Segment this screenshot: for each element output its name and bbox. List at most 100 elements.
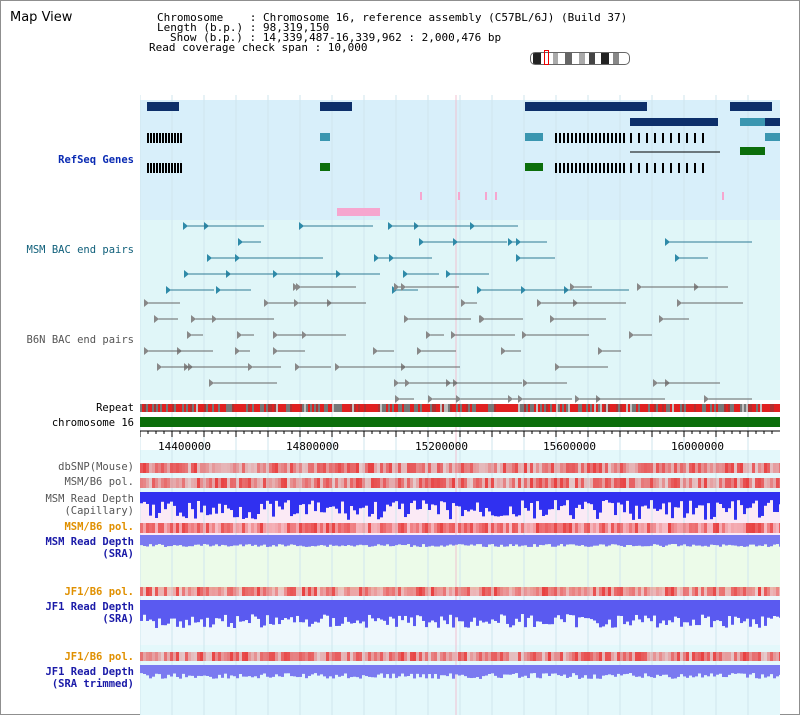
- pol-bin: [740, 587, 743, 596]
- genome-track-canvas[interactable]: [140, 95, 780, 715]
- depth-bin: [407, 492, 410, 515]
- exon-mark: [162, 133, 164, 143]
- pol-bin: [722, 478, 725, 488]
- repeat-segment: [456, 404, 458, 412]
- depth-bin: [473, 665, 476, 678]
- repeat-segment: [410, 404, 412, 412]
- depth-bin: [191, 600, 194, 617]
- label-b6n-bac[interactable]: B6N BAC end pairs: [26, 334, 134, 346]
- pol-bin: [518, 523, 521, 533]
- depth-bin: [182, 600, 185, 628]
- depth-bin: [467, 492, 470, 512]
- pol-bin: [620, 587, 623, 596]
- depth-bin: [314, 535, 317, 547]
- b6n-end: [144, 347, 149, 355]
- label-repeat[interactable]: Repeat: [96, 402, 134, 414]
- pol-bin: [149, 652, 152, 661]
- pol-bin: [704, 587, 707, 596]
- depth-bin: [329, 600, 332, 627]
- depth-bin: [545, 492, 548, 515]
- depth-bin: [587, 665, 590, 679]
- depth-bin: [659, 665, 662, 677]
- pol-bin: [704, 652, 707, 661]
- label-jf1-depth-sra[interactable]: JF1 Read Depth: [45, 601, 134, 613]
- pol-bin: [344, 587, 347, 596]
- pol-bin: [611, 652, 614, 661]
- depth-bin: [374, 492, 377, 502]
- depth-bin: [239, 600, 242, 622]
- pol-bin: [266, 587, 269, 596]
- repeat-segment: [464, 404, 466, 412]
- depth-bin: [599, 665, 602, 679]
- label-refseq-genes[interactable]: RefSeq Genes: [58, 154, 134, 166]
- depth-bin: [692, 600, 695, 620]
- label-msm-b6-pol-2[interactable]: MSM/B6 pol.: [64, 521, 134, 533]
- repeat-segment: [674, 404, 676, 412]
- label-jf1-b6-pol-1[interactable]: JF1/B6 pol.: [64, 586, 134, 598]
- repeat-segment: [564, 404, 566, 412]
- pol-bin: [713, 652, 716, 661]
- label-msm-depth-capillary[interactable]: MSM Read Depth: [45, 493, 134, 505]
- pol-bin: [596, 463, 599, 473]
- pol-bin: [524, 652, 527, 661]
- depth-bin: [425, 665, 428, 679]
- label-jf1-depth-trimmed[interactable]: JF1 Read Depth: [45, 666, 134, 678]
- repeat-segment: [446, 404, 448, 412]
- pol-bin: [344, 463, 347, 473]
- exon-mark: [171, 163, 173, 173]
- depth-bin: [722, 535, 725, 545]
- depth-bin: [359, 535, 362, 545]
- pol-bin: [644, 587, 647, 596]
- repeat-segment: [352, 404, 354, 412]
- pol-bin: [596, 652, 599, 661]
- depth-bin: [326, 535, 329, 547]
- label-dbsnp[interactable]: dbSNP(Mouse): [58, 461, 134, 473]
- depth-bin: [167, 665, 170, 675]
- depth-bin: [311, 600, 314, 624]
- depth-bin: [293, 492, 296, 515]
- depth-bin: [296, 492, 299, 514]
- read-coverage-info: Read coverage check span : 10,000: [149, 41, 368, 54]
- depth-bin: [386, 665, 389, 675]
- label-msm-bac[interactable]: MSM BAC end pairs: [26, 244, 134, 256]
- pol-bin: [563, 463, 566, 473]
- depth-bin: [416, 535, 419, 547]
- pol-bin: [602, 478, 605, 488]
- depth-bin: [377, 600, 380, 619]
- repeat-segment: [288, 404, 290, 412]
- depth-bin: [155, 492, 158, 518]
- pol-bin: [680, 587, 683, 596]
- pol-bin: [335, 652, 338, 661]
- repeat-segment: [294, 404, 296, 412]
- bac-end: [389, 254, 394, 262]
- depth-bin: [560, 492, 563, 507]
- depth-bin: [464, 535, 467, 546]
- pol-bin: [593, 478, 596, 488]
- depth-bin: [206, 535, 209, 545]
- depth-bin: [401, 665, 404, 674]
- pol-bin: [749, 587, 752, 596]
- depth-bin: [530, 535, 533, 547]
- exon-mark: [603, 133, 605, 143]
- pol-bin: [365, 523, 368, 533]
- depth-bin: [197, 492, 200, 502]
- depth-bin: [623, 535, 626, 547]
- pol-bin: [140, 587, 143, 596]
- exon-mark: [147, 133, 149, 143]
- repeat-segment: [276, 404, 278, 412]
- label-msm-depth-sra[interactable]: MSM Read Depth: [45, 536, 134, 548]
- pol-bin: [275, 523, 278, 533]
- depth-bin: [590, 600, 593, 620]
- depth-bin: [245, 665, 248, 677]
- pol-bin: [176, 523, 179, 533]
- label-msm-b6-pol-1[interactable]: MSM/B6 pol.: [64, 476, 134, 488]
- exon-mark: [595, 163, 597, 173]
- label-jf1-b6-pol-2[interactable]: JF1/B6 pol.: [64, 651, 134, 663]
- depth-bin: [185, 492, 188, 519]
- depth-bin: [188, 535, 191, 547]
- pol-bin: [296, 587, 299, 596]
- chromosome-ideogram[interactable]: [530, 52, 630, 65]
- pol-bin: [266, 652, 269, 661]
- ideogram-position-marker[interactable]: [544, 50, 549, 65]
- pol-bin: [440, 478, 443, 488]
